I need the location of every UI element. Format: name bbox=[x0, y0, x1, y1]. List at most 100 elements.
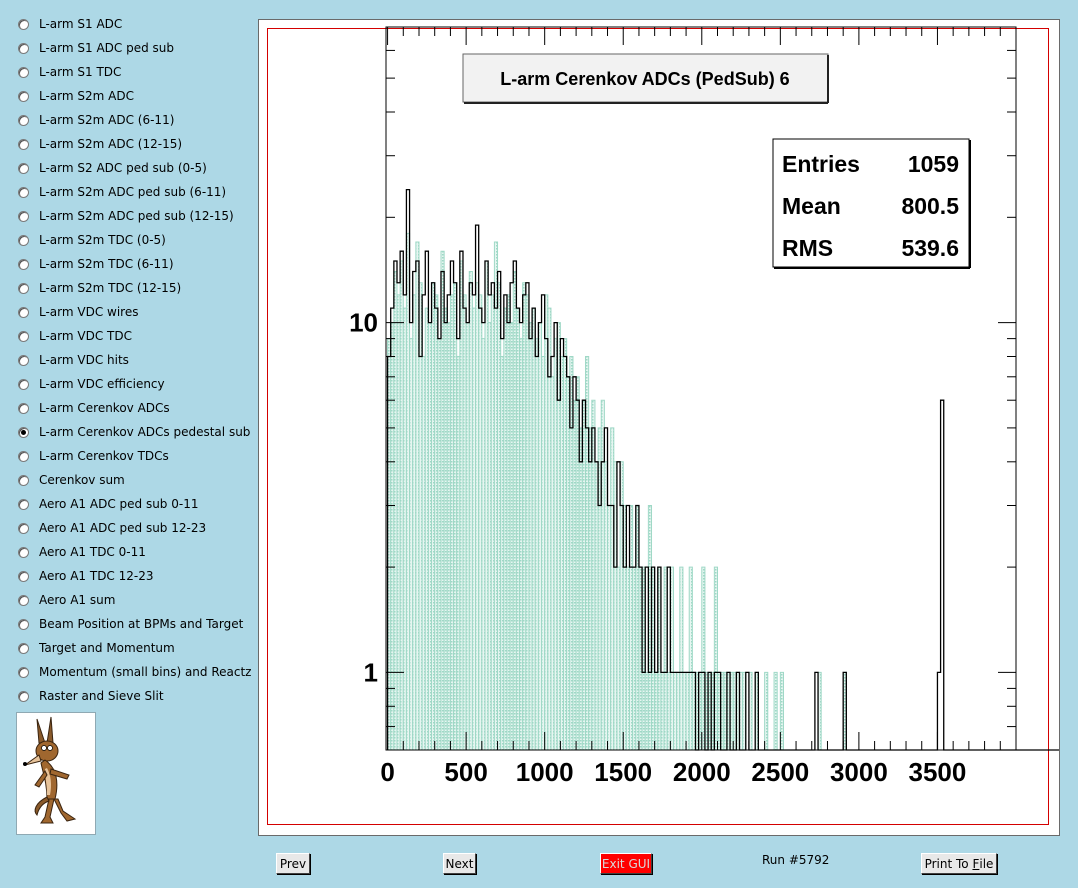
radio-button[interactable] bbox=[18, 66, 29, 78]
radio-button[interactable] bbox=[18, 618, 29, 630]
print-label-accel: F bbox=[972, 856, 980, 871]
radio-item[interactable]: L-arm S1 TDC bbox=[18, 60, 254, 84]
stats-rms-label: RMS bbox=[782, 235, 833, 261]
radio-button[interactable] bbox=[18, 258, 29, 270]
radio-item[interactable]: L-arm S2m ADC (12-15) bbox=[18, 132, 254, 156]
fill-bin bbox=[686, 672, 690, 750]
fill-bin bbox=[447, 322, 451, 750]
radio-button[interactable] bbox=[18, 210, 29, 222]
radio-item[interactable]: L-arm S2m ADC ped sub (12-15) bbox=[18, 204, 254, 228]
radio-item[interactable]: L-arm S2m ADC bbox=[18, 84, 254, 108]
radio-item[interactable]: Target and Momentum bbox=[18, 636, 254, 660]
radio-label: L-arm S2m TDC (0-5) bbox=[39, 233, 166, 247]
fill-bin bbox=[572, 400, 577, 750]
stats-mean-value: 800.5 bbox=[901, 193, 959, 219]
radio-item[interactable]: L-arm VDC hits bbox=[18, 348, 254, 372]
x-tick-label: 500 bbox=[444, 757, 487, 787]
fill-bin bbox=[544, 294, 548, 750]
radio-item[interactable]: L-arm S2m TDC (12-15) bbox=[18, 276, 254, 300]
radio-label: Aero A1 ADC ped sub 12-23 bbox=[39, 521, 207, 535]
radio-label: L-arm VDC wires bbox=[39, 305, 139, 319]
radio-item[interactable]: L-arm S2 ADC ped sub (0-5) bbox=[18, 156, 254, 180]
fill-bin bbox=[598, 427, 602, 750]
radio-item[interactable]: L-arm S1 ADC ped sub bbox=[18, 36, 254, 60]
radio-button[interactable] bbox=[18, 42, 29, 54]
fill-bin bbox=[780, 672, 784, 750]
radio-item[interactable]: Aero A1 TDC 0-11 bbox=[18, 540, 254, 564]
radio-button[interactable] bbox=[18, 354, 29, 366]
radio-button[interactable] bbox=[18, 594, 29, 606]
radio-item[interactable]: Aero A1 TDC 12-23 bbox=[18, 564, 254, 588]
histogram-canvas: 0 500 1000 1500 2000 2500 3000 3500 1 10 L-arm Ce… bbox=[258, 19, 1060, 836]
radio-button[interactable] bbox=[18, 282, 29, 294]
radio-item[interactable]: Momentum (small bins) and Reactz bbox=[18, 660, 254, 684]
stats-rms-value: 539.6 bbox=[901, 235, 959, 261]
radio-button[interactable] bbox=[18, 90, 29, 102]
radio-item[interactable]: Aero A1 ADC ped sub 12-23 bbox=[18, 516, 254, 540]
radio-item[interactable]: L-arm Cerenkov TDCs bbox=[18, 444, 254, 468]
title-box: L-arm Cerenkov ADCs (PedSub) 6 bbox=[462, 53, 829, 104]
prev-button[interactable]: Prev bbox=[276, 853, 310, 874]
radio-label: Target and Momentum bbox=[39, 641, 175, 655]
next-button[interactable]: Next bbox=[443, 853, 476, 874]
radio-button[interactable] bbox=[18, 642, 29, 654]
exit-gui-button[interactable]: Exit GUI bbox=[600, 853, 652, 874]
fill-bin bbox=[475, 282, 479, 750]
fill-bin bbox=[711, 672, 715, 750]
fill-bin bbox=[418, 282, 423, 750]
radio-button[interactable] bbox=[18, 474, 29, 486]
radio-label: L-arm S1 ADC bbox=[39, 17, 123, 31]
radio-button[interactable] bbox=[18, 306, 29, 318]
fill-bin bbox=[422, 356, 426, 750]
radio-button[interactable] bbox=[18, 690, 29, 702]
radio-item[interactable]: L-arm VDC efficiency bbox=[18, 372, 254, 396]
radio-button[interactable] bbox=[18, 138, 29, 150]
radio-button[interactable] bbox=[18, 570, 29, 582]
radio-item[interactable]: Aero A1 ADC ped sub 0-11 bbox=[18, 492, 254, 516]
fill-bin bbox=[472, 308, 476, 750]
fill-bin bbox=[588, 427, 592, 750]
radio-button[interactable] bbox=[18, 498, 29, 510]
radio-item[interactable]: L-arm S1 ADC bbox=[18, 12, 254, 36]
radio-label: Aero A1 TDC 0-11 bbox=[39, 545, 146, 559]
radio-button[interactable] bbox=[18, 186, 29, 198]
radio-item[interactable]: L-arm S2m TDC (6-11) bbox=[18, 252, 254, 276]
radio-item[interactable]: L-arm Cerenkov ADCs bbox=[18, 396, 254, 420]
radio-button[interactable] bbox=[18, 666, 29, 678]
radio-button[interactable] bbox=[18, 378, 29, 390]
radio-item[interactable]: L-arm S2m ADC (6-11) bbox=[18, 108, 254, 132]
fill-bin bbox=[541, 356, 545, 750]
fill-bin bbox=[582, 400, 586, 750]
radio-button[interactable] bbox=[18, 330, 29, 342]
radio-item[interactable]: Aero A1 sum bbox=[18, 588, 254, 612]
radio-item[interactable]: L-arm VDC TDC bbox=[18, 324, 254, 348]
radio-button[interactable] bbox=[18, 522, 29, 534]
radio-item[interactable]: L-arm Cerenkov ADCs pedestal sub bbox=[18, 420, 254, 444]
radio-item[interactable]: Beam Position at BPMs and Target bbox=[18, 612, 254, 636]
radio-button[interactable] bbox=[18, 234, 29, 246]
radio-button[interactable] bbox=[18, 450, 29, 462]
radio-item[interactable]: Cerenkov sum bbox=[18, 468, 254, 492]
radio-item[interactable]: L-arm VDC wires bbox=[18, 300, 254, 324]
fill-bin bbox=[538, 322, 542, 750]
fill-bin bbox=[626, 567, 630, 750]
radio-item[interactable]: L-arm S2m TDC (0-5) bbox=[18, 228, 254, 252]
fill-bin bbox=[726, 672, 731, 750]
fill-bin bbox=[434, 294, 438, 750]
radio-button[interactable] bbox=[18, 546, 29, 558]
radio-label: Raster and Sieve Slit bbox=[39, 689, 164, 703]
fill-bin bbox=[484, 261, 489, 750]
fill-bin bbox=[390, 322, 394, 750]
fill-bin bbox=[403, 308, 407, 750]
radio-button[interactable] bbox=[18, 18, 29, 30]
fill-bin bbox=[764, 672, 768, 750]
radio-button[interactable] bbox=[18, 114, 29, 126]
radio-item[interactable]: L-arm S2m ADC ped sub (6-11) bbox=[18, 180, 254, 204]
radio-button[interactable] bbox=[18, 162, 29, 174]
fill-bin bbox=[500, 356, 504, 750]
radio-button[interactable] bbox=[18, 426, 29, 438]
x-tick-label: 2500 bbox=[751, 757, 809, 787]
radio-button[interactable] bbox=[18, 402, 29, 414]
radio-item[interactable]: Raster and Sieve Slit bbox=[18, 684, 254, 708]
